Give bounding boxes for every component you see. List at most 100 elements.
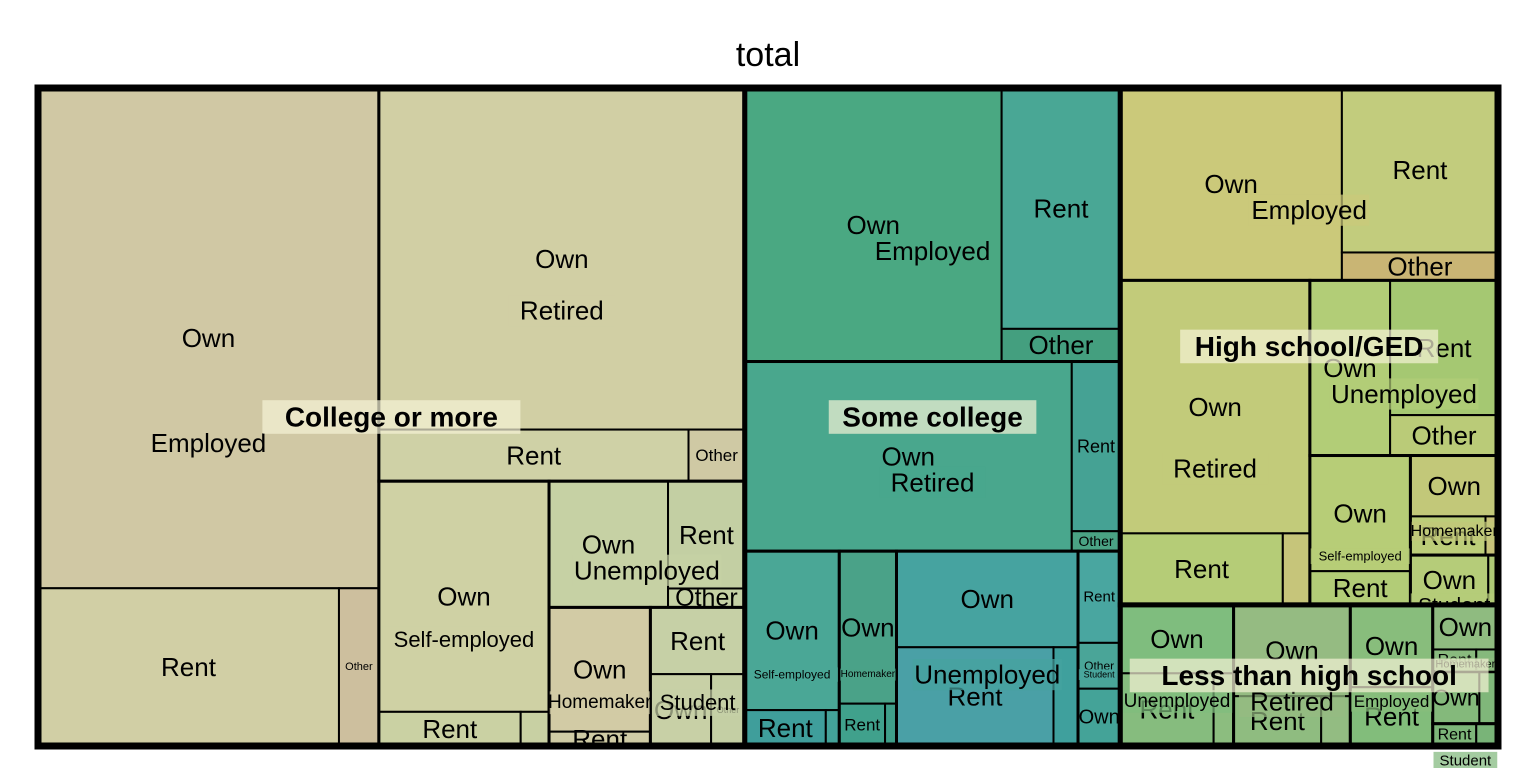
subgroup-label-high-school-ged-self-employed: Self-employed xyxy=(1319,549,1402,564)
tile-label-college-or-more-retired-own: Own xyxy=(535,244,588,274)
subgroup-label-college-or-more-employed: Employed xyxy=(151,428,267,458)
treemap-tiles: Own Rent Other Own Rent Other Own Rent Own Rent Ot… xyxy=(34,84,1502,768)
tile-label-less-than-high-school-employed-own: Own xyxy=(1365,631,1418,661)
tile-label-less-than-high-school-homemaker-own: Own xyxy=(1439,612,1492,642)
tile-label-high-school-ged-retired-own: Own xyxy=(1188,392,1241,422)
subgroup-label-some-college-student-bg xyxy=(1078,669,1120,680)
tile-label-high-school-ged-self-employed-own: Own xyxy=(1333,498,1386,528)
tile-high-school-ged-employed-other xyxy=(1340,251,1499,282)
tile-label-some-college-employed-own: Own xyxy=(846,210,899,240)
tile-label-college-or-more-unemployed-rent: Rent xyxy=(679,520,735,550)
tile-label-college-or-more-retired-other: Other xyxy=(695,446,738,465)
tile-label-less-than-high-school-unemployed-own: Own xyxy=(1150,624,1203,654)
group-label-high-school-ged: High school/GED xyxy=(1195,331,1424,362)
subgroup-label-some-college-self-employed: Self-employed xyxy=(754,668,831,682)
subgroup-label-less-than-high-school-unemployed-bg xyxy=(1121,690,1233,713)
tile-some-college-employed-other xyxy=(1000,327,1122,363)
subgroup-label-high-school-ged-unemployed-bg xyxy=(1329,378,1479,410)
tile-some-college-retired-own xyxy=(743,360,1073,553)
tile-label-high-school-ged-student-own: Own xyxy=(1423,565,1476,595)
tile-label-college-or-more-employed-other: Other xyxy=(345,661,373,673)
subgroup-label-college-or-more-student-bg xyxy=(652,689,743,716)
tile-label-college-or-more-retired-rent: Rent xyxy=(506,440,562,470)
subgroup-label-high-school-ged-employed-bg xyxy=(1248,194,1370,226)
tile-high-school-ged-retired-other xyxy=(1281,532,1311,606)
tile-label-high-school-ged-self-employed-rent: Rent xyxy=(1333,573,1389,603)
tile-label-college-or-more-homemaker-own: Own xyxy=(573,655,626,685)
tile-label-some-college-homemaker-rent: Rent xyxy=(844,715,880,734)
tile-high-school-ged-unemployed-own xyxy=(1308,279,1392,457)
tile-some-college-employed-own xyxy=(743,87,1003,363)
subgroup-label-college-or-more-employed-bg xyxy=(148,427,269,459)
subgroup-label-college-or-more-unemployed: Unemployed xyxy=(574,555,720,585)
tile-label-some-college-homemaker-own: Own xyxy=(841,612,894,642)
chart-title: total xyxy=(736,36,800,74)
group-label-college-or-more: College or more xyxy=(285,402,498,433)
tile-some-college-employed-rent xyxy=(1000,87,1122,330)
tile-high-school-ged-retired-rent xyxy=(1119,532,1284,606)
subgroup-label-college-or-more-self-employed-bg xyxy=(382,626,546,653)
group-label-high-school-ged-bg xyxy=(1180,329,1439,364)
subgroup-label-high-school-ged-unemployed: Unemployed xyxy=(1331,379,1477,409)
subgroup-label-some-college-retired-bg xyxy=(879,466,986,498)
subgroup-label-some-college-employed: Employed xyxy=(875,236,991,266)
subgroup-label-some-college-employed-bg xyxy=(872,235,993,267)
tile-college-or-more-employed-rent xyxy=(37,587,340,748)
subgroup-label-high-school-ged-homemaker: Homemaker xyxy=(1411,523,1499,540)
subgroup-label-high-school-ged-employed: Employed xyxy=(1251,195,1367,225)
tile-label-less-than-high-school-student-rent: Rent xyxy=(1438,726,1472,743)
tile-college-or-more-employed-own xyxy=(37,87,380,590)
tile-label-college-or-more-employed-own: Own xyxy=(182,323,235,353)
tile-label-college-or-more-student-rent: Rent xyxy=(670,626,726,656)
tile-label-some-college-retired-other: Other xyxy=(1079,533,1114,549)
subgroup-label-high-school-ged-self-employed-bg xyxy=(1310,548,1410,565)
tile-label-some-college-employed-rent: Rent xyxy=(1034,193,1090,223)
treemap-frame xyxy=(34,84,1502,750)
subgroup-label-some-college-homemaker: Homemaker xyxy=(841,669,896,680)
group-label-less-than-high-school: Less than high school xyxy=(1161,660,1457,691)
tile-label-high-school-ged-homemaker-own: Own xyxy=(1427,471,1480,501)
group-label-some-college: Some college xyxy=(842,402,1023,433)
subgroup-label-some-college-unemployed: Unemployed xyxy=(914,660,1060,690)
subgroup-label-some-college-self-employed-bg xyxy=(746,667,838,682)
tile-label-college-or-more-employed-rent: Rent xyxy=(161,652,217,682)
subgroup-label-less-than-high-school-unemployed: Unemployed xyxy=(1124,691,1231,712)
subgroup-label-less-than-high-school-employed: Employed xyxy=(1354,692,1430,711)
tile-label-some-college-retired-rent: Rent xyxy=(1077,436,1115,456)
tile-label-college-or-more-self-employed-own: Own xyxy=(437,582,490,612)
subgroup-label-high-school-ged-retired: Retired xyxy=(1173,454,1257,484)
tile-college-or-more-retired-other xyxy=(687,428,746,483)
subgroup-label-some-college-retired: Retired xyxy=(891,467,975,497)
tile-college-or-more-self-employed-own xyxy=(377,480,551,713)
subgroup-label-less-than-high-school-student-bg xyxy=(1433,751,1498,768)
tile-label-some-college-unemployed-own: Own xyxy=(961,584,1014,614)
tile-label-some-college-student-rent: Rent xyxy=(1083,589,1116,606)
subgroup-label-college-or-more-self-employed: Self-employed xyxy=(394,627,535,652)
tile-label-high-school-ged-employed-own: Own xyxy=(1204,169,1257,199)
subgroup-label-some-college-unemployed-bg xyxy=(912,658,1062,691)
tile-label-high-school-ged-employed-rent: Rent xyxy=(1392,155,1448,185)
group-label-some-college-bg xyxy=(828,400,1037,434)
tile-label-some-college-self-employed-rent: Rent xyxy=(758,713,814,743)
tile-label-high-school-ged-retired-rent: Rent xyxy=(1174,554,1230,584)
subgroup-label-college-or-more-retired: Retired xyxy=(520,296,604,326)
subgroup-label-college-or-more-unemployed-bg xyxy=(572,554,722,586)
tile-label-some-college-student-own: Own xyxy=(1079,706,1120,728)
group-label-less-than-high-school-bg xyxy=(1129,658,1489,693)
tile-label-high-school-ged-employed-other: Other xyxy=(1387,251,1452,281)
subgroup-label-college-or-more-retired-bg xyxy=(508,295,615,327)
tile-label-some-college-retired-own: Own xyxy=(882,441,935,471)
tile-college-or-more-self-employed-other xyxy=(519,710,551,748)
subgroup-label-college-or-more-homemaker-bg xyxy=(549,691,650,715)
subgroup-label-high-school-ged-retired-bg xyxy=(1162,453,1269,485)
subgroup-label-high-school-ged-homemaker-bg xyxy=(1411,521,1497,541)
subgroup-label-some-college-homemaker-bg xyxy=(840,668,896,681)
tile-label-college-or-more-unemployed-own: Own xyxy=(582,529,635,559)
tile-label-some-college-employed-other: Other xyxy=(1028,330,1093,360)
subgroup-label-college-or-more-homemaker: Homemaker xyxy=(548,692,652,713)
tile-label-high-school-ged-unemployed-other: Other xyxy=(1412,420,1477,450)
subgroup-label-less-than-high-school-employed-bg xyxy=(1351,691,1432,712)
tile-high-school-ged-employed-own xyxy=(1119,87,1343,282)
tile-label-some-college-self-employed-own: Own xyxy=(765,616,818,646)
